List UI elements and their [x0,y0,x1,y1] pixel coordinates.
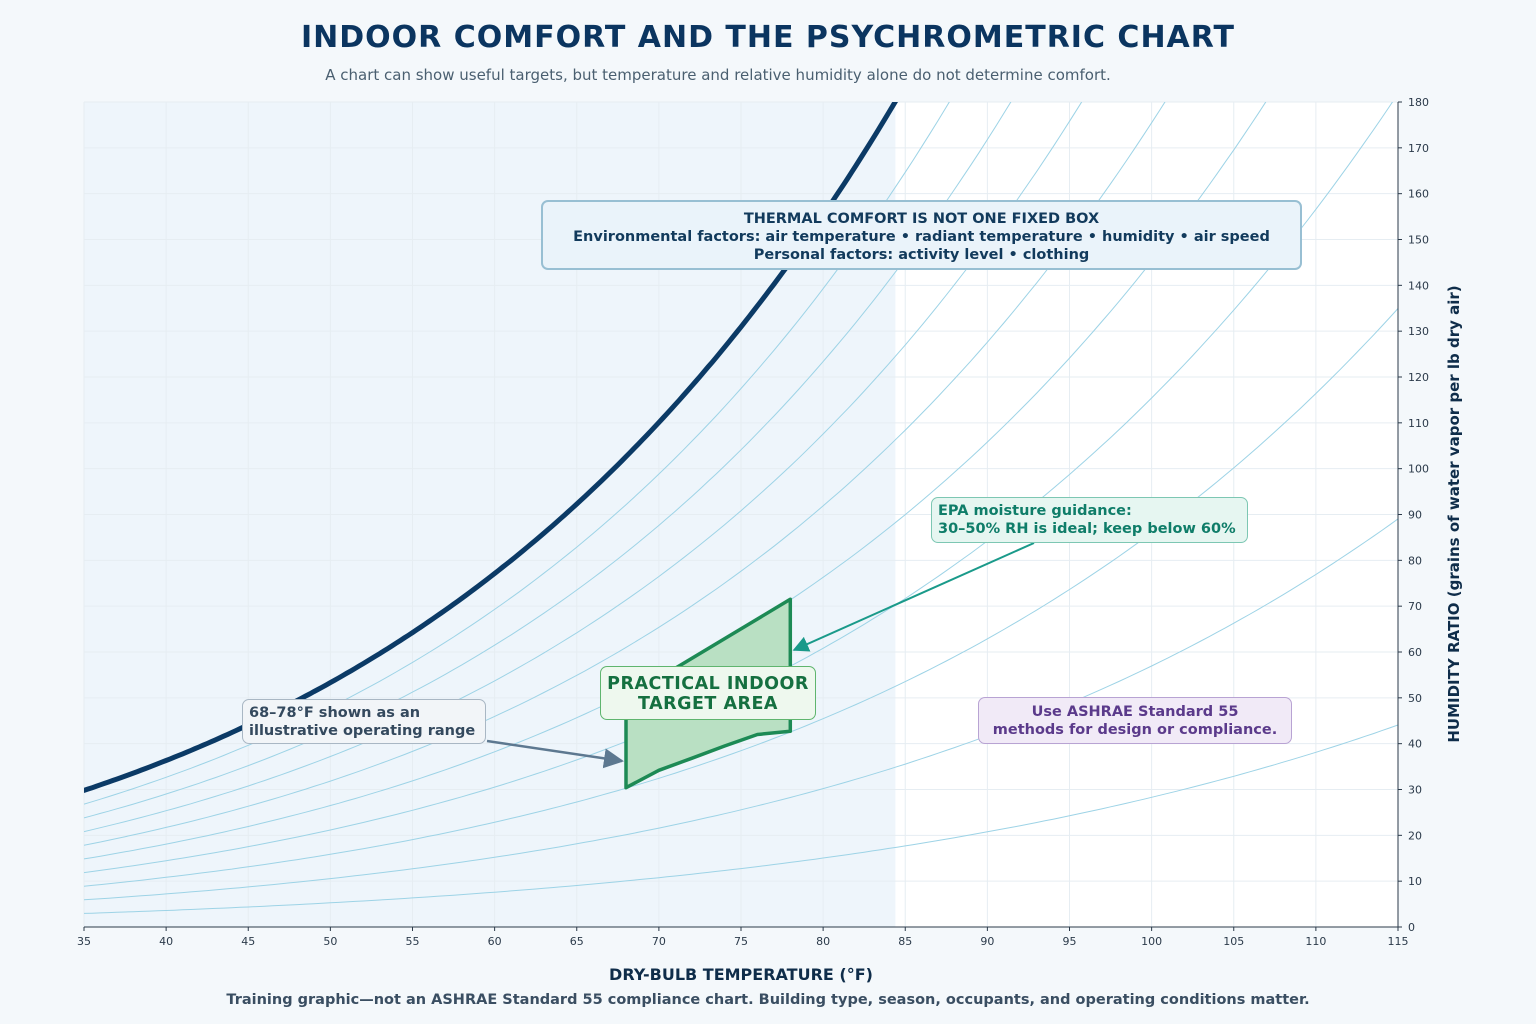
x-tick-label: 85 [898,935,912,948]
rh-curve-10 [84,724,1398,914]
x-axis-title: DRY-BULB TEMPERATURE (°F) [609,965,873,984]
y-tick-label: 60 [1408,646,1422,659]
y-tick-label: 150 [1408,234,1429,247]
epa-arrow [792,542,1035,652]
y-tick-label: 100 [1408,463,1429,476]
y-tick-label: 20 [1408,829,1422,842]
thermal-comfort-callout: THERMAL COMFORT IS NOT ONE FIXED BOX Env… [541,200,1302,270]
saturation-curve [84,102,899,793]
x-tick-label: 95 [1063,935,1077,948]
range-callout-line1: 68–78°F shown as an [249,705,421,721]
ashrae-callout-line2: methods for design or compliance. [992,722,1278,738]
y-tick-label: 10 [1408,875,1422,888]
y-tick-label: 40 [1408,738,1422,751]
target-label-line1: PRACTICAL INDOOR [607,674,809,694]
epa-guidance-callout: EPA moisture guidance: 30–50% RH is idea… [931,497,1248,543]
y-tick-label: 30 [1408,784,1422,797]
thermal-callout-environmental: Environmental factors: air temperature •… [573,229,1270,245]
y-tick-label: 90 [1408,509,1422,522]
y-tick-label: 140 [1408,279,1429,292]
operating-range-callout: 68–78°F shown as an illustrative operati… [242,699,486,744]
epa-callout-line2: 30–50% RH is ideal; keep below 60% [938,521,1236,537]
x-tick-label: 100 [1141,935,1162,948]
epa-callout-line1: EPA moisture guidance: [938,503,1132,519]
target-label-line2: TARGET AREA [638,694,778,714]
target-area-label: PRACTICAL INDOOR TARGET AREA [600,666,816,720]
chart-title: INDOOR COMFORT AND THE PSYCHROMETRIC CHA… [300,20,1235,55]
y-tick-label: 110 [1408,417,1429,430]
rh-curve-20 [84,518,1398,901]
x-tick-label: 70 [652,935,666,948]
x-tick-label: 75 [734,935,748,948]
x-tick-label: 115 [1388,935,1409,948]
y-tick-label: 120 [1408,371,1429,384]
x-tick-label: 35 [77,935,91,948]
rh-curve-70 [84,102,1083,833]
y-axis-title: HUMIDITY RATIO (grains of water vapor pe… [1445,285,1463,742]
x-tick-label: 65 [570,935,584,948]
x-tick-label: 45 [241,935,255,948]
y-tick-label: 130 [1408,325,1429,338]
x-tick-label: 105 [1223,935,1244,948]
y-tick-label: 70 [1408,600,1422,613]
x-tick-label: 80 [816,935,830,948]
thermal-callout-heading: THERMAL COMFORT IS NOT ONE FIXED BOX [743,211,1100,227]
y-tick-label: 180 [1408,96,1429,109]
rh-curve-60 [84,102,1166,846]
x-tick-label: 60 [488,935,502,948]
x-tick-label: 90 [980,935,994,948]
x-tick-label: 55 [406,935,420,948]
chart-footer-note: Training graphic—not an ASHRAE Standard … [226,992,1310,1008]
range-callout-line2: illustrative operating range [249,723,476,739]
y-tick-label: 80 [1408,554,1422,567]
thermal-callout-personal: Personal factors: activity level • cloth… [753,247,1090,263]
range-arrow [486,739,624,769]
y-tick-label: 50 [1408,692,1422,705]
y-tick-label: 170 [1408,142,1429,155]
chart-subtitle: A chart can show useful targets, but tem… [325,66,1111,84]
x-tick-label: 50 [323,935,337,948]
x-tick-label: 110 [1305,935,1326,948]
x-tick-label: 40 [159,935,173,948]
y-tick-label: 0 [1408,921,1415,934]
ashrae-callout-line1: Use ASHRAE Standard 55 [1031,704,1239,720]
ashrae-standard-callout: Use ASHRAE Standard 55 methods for desig… [978,697,1292,744]
y-tick-label: 160 [1408,188,1429,201]
